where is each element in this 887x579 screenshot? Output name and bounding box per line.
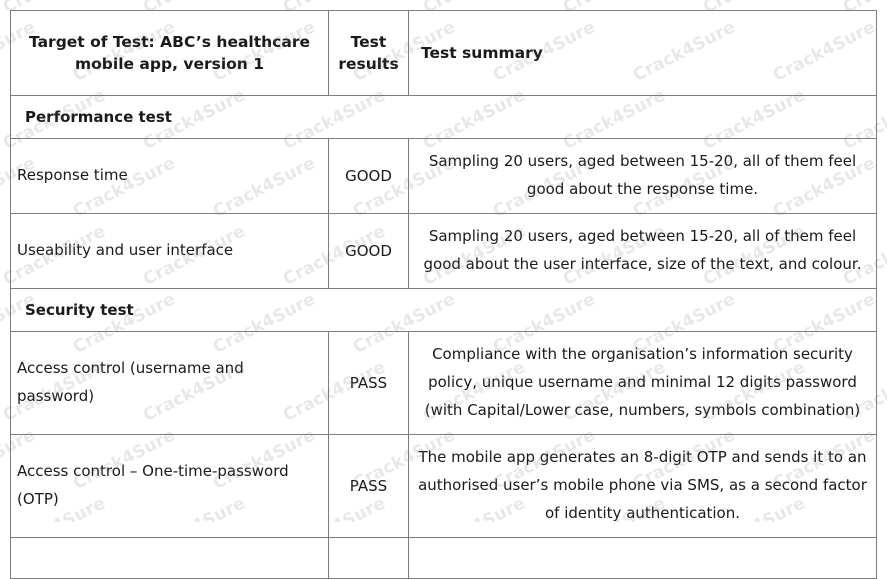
- test-summary-text: [408, 537, 877, 579]
- test-result-value: [328, 537, 409, 579]
- test-item-name: Access control – One-time-password (OTP): [10, 434, 329, 538]
- table-header-row: Target of Test: ABC’s healthcare mobile …: [10, 10, 877, 96]
- header-test-summary: Test summary: [408, 10, 877, 96]
- test-summary-text: Sampling 20 users, aged between 15-20, a…: [408, 138, 877, 214]
- header-target-of-test: Target of Test: ABC’s healthcare mobile …: [10, 10, 329, 96]
- table-row-truncated: [10, 537, 877, 579]
- test-report-table-container: Target of Test: ABC’s healthcare mobile …: [10, 10, 877, 579]
- table-row: Access control – One-time-password (OTP)…: [10, 434, 877, 538]
- section-title-performance-test: Performance test: [10, 95, 877, 139]
- section-header-row-security-test: Security test: [10, 288, 877, 332]
- test-result-value: GOOD: [328, 213, 409, 289]
- test-summary-text: Sampling 20 users, aged between 15-20, a…: [408, 213, 877, 289]
- table-row: Response time GOOD Sampling 20 users, ag…: [10, 138, 877, 214]
- test-item-name: Response time: [10, 138, 329, 214]
- table-row: Useability and user interface GOOD Sampl…: [10, 213, 877, 289]
- test-summary-text: The mobile app generates an 8-digit OTP …: [408, 434, 877, 538]
- header-test-results: Test results: [328, 10, 409, 96]
- test-report-table: Target of Test: ABC’s healthcare mobile …: [10, 10, 877, 579]
- test-item-name: Access control (username and password): [10, 331, 329, 435]
- table-row: Access control (username and password) P…: [10, 331, 877, 435]
- test-result-value: PASS: [328, 434, 409, 538]
- test-result-value: PASS: [328, 331, 409, 435]
- test-result-value: GOOD: [328, 138, 409, 214]
- test-item-name: Useability and user interface: [10, 213, 329, 289]
- test-summary-text: Compliance with the organisation’s infor…: [408, 331, 877, 435]
- section-title-security-test: Security test: [10, 288, 877, 332]
- section-header-row-performance-test: Performance test: [10, 95, 877, 139]
- test-item-name: [10, 537, 329, 579]
